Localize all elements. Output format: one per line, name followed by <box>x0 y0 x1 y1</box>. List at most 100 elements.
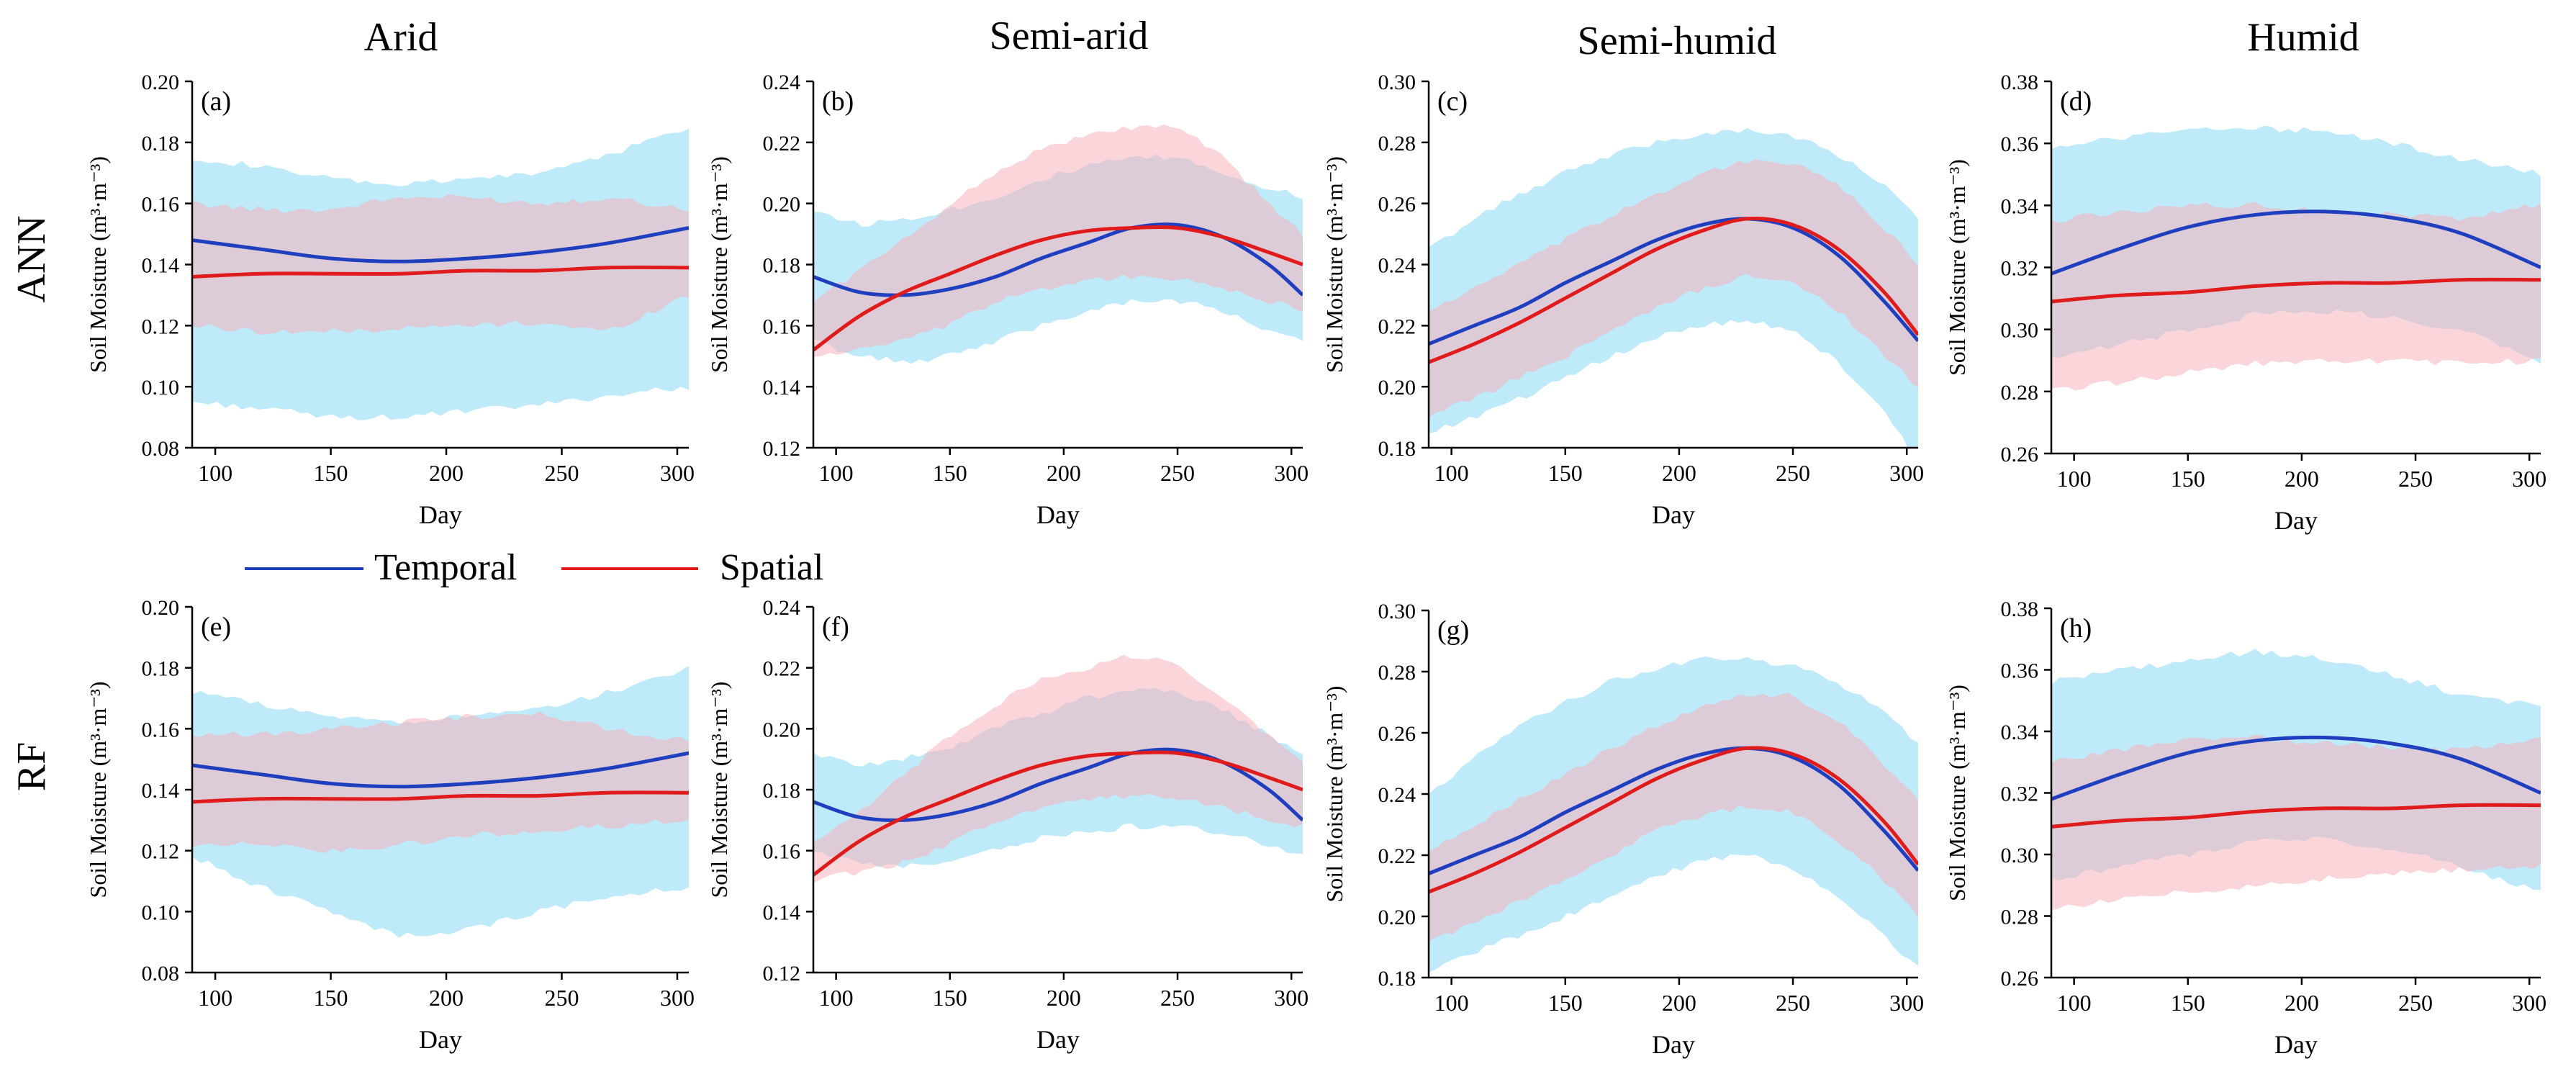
x-axis-label: Day <box>1652 1030 1695 1059</box>
x-tick-label: 250 <box>544 985 579 1011</box>
band-spatial <box>1429 693 1918 942</box>
panel-label: (g) <box>1437 615 1469 646</box>
x-tick-label: 150 <box>2171 990 2205 1016</box>
line-spatial <box>813 750 1303 877</box>
x-tick-label: 250 <box>1160 460 1195 486</box>
band-spatial <box>192 711 689 854</box>
y-tick-label: 0.26 <box>2001 443 2039 466</box>
x-tick-label: 200 <box>429 460 464 486</box>
x-tick-label: 300 <box>1274 985 1309 1011</box>
line-spatial <box>1429 217 1918 364</box>
panel-label: (e) <box>201 612 231 642</box>
y-tick-label: 0.22 <box>763 657 801 681</box>
y-axis-label: Soil Moisture (m³·m⁻³) <box>706 156 732 373</box>
x-tick-label: 200 <box>1047 460 1081 486</box>
x-tick-label: 250 <box>1160 985 1195 1011</box>
x-tick-label: 150 <box>2171 466 2205 492</box>
y-tick-label: 0.16 <box>763 840 801 864</box>
band-spatial <box>2051 202 2541 391</box>
line-temporal <box>2051 735 2541 801</box>
y-axis-label: Soil Moisture (m³·m⁻³) <box>706 682 732 898</box>
panel-label: (a) <box>201 86 231 117</box>
y-tick-label: 0.18 <box>763 779 801 803</box>
y-axis-label: Soil Moisture (m³·m⁻³) <box>1944 685 1970 901</box>
y-tick-label: 0.20 <box>763 193 801 217</box>
y-tick-label: 0.14 <box>142 779 180 803</box>
y-tick-label: 0.18 <box>142 657 180 681</box>
y-tick-label: 0.28 <box>1378 661 1416 685</box>
y-tick-label: 0.24 <box>1378 783 1416 807</box>
x-tick-label: 300 <box>660 460 695 486</box>
y-tick-label: 0.30 <box>1378 71 1416 94</box>
x-axis-label: Day <box>1036 1025 1080 1054</box>
x-tick-label: 250 <box>1776 990 1810 1016</box>
y-tick-label: 0.20 <box>1378 906 1416 929</box>
line-spatial <box>2051 803 2541 829</box>
legend-spatial-label: Spatial <box>720 547 823 588</box>
column-title-arid: Arid <box>364 15 438 60</box>
x-tick-label: 300 <box>2512 990 2546 1016</box>
y-tick-label: 0.30 <box>2001 319 2039 343</box>
y-tick-label: 0.20 <box>763 718 801 741</box>
x-tick-label: 150 <box>933 985 967 1011</box>
y-tick-label: 0.36 <box>2001 659 2039 683</box>
line-temporal <box>192 751 689 789</box>
y-tick-label: 0.38 <box>2001 71 2039 94</box>
line-temporal <box>2051 209 2541 276</box>
line-temporal <box>192 226 689 263</box>
y-tick-label: 0.16 <box>142 718 180 741</box>
y-tick-label: 0.22 <box>763 132 801 155</box>
y-tick-label: 0.10 <box>142 376 180 400</box>
x-axis-label: Day <box>2274 1030 2318 1059</box>
y-tick-label: 0.26 <box>1378 722 1416 746</box>
y-tick-label: 0.16 <box>142 193 180 217</box>
y-tick-label: 0.12 <box>142 840 180 864</box>
y-tick-label: 0.18 <box>1378 437 1416 461</box>
x-tick-label: 100 <box>2057 466 2092 492</box>
x-axis-label: Day <box>419 1025 462 1054</box>
x-tick-label: 150 <box>314 460 348 486</box>
x-tick-label: 250 <box>1776 460 1810 486</box>
x-tick-label: 300 <box>1889 460 1924 486</box>
x-tick-label: 150 <box>933 460 967 486</box>
x-tick-label: 300 <box>1889 990 1924 1016</box>
y-axis-label: Soil Moisture (m³·m⁻³) <box>85 682 111 898</box>
band-spatial <box>2051 734 2541 911</box>
x-tick-label: 200 <box>429 985 464 1011</box>
line-spatial <box>813 225 1303 352</box>
y-tick-label: 0.18 <box>142 132 180 155</box>
y-tick-label: 0.08 <box>142 962 180 985</box>
y-tick-label: 0.36 <box>2001 132 2039 156</box>
panel-label: (c) <box>1437 86 1468 117</box>
y-tick-label: 0.22 <box>1378 315 1416 338</box>
panel-h: 100 150 200 250 300 0.26 0.28 0.30 0.32 0.34 0.36 0… <box>1944 597 2546 1059</box>
y-tick-label: 0.28 <box>2001 381 2039 405</box>
y-tick-label: 0.34 <box>2001 194 2039 218</box>
y-tick-label: 0.20 <box>142 71 180 94</box>
panel-label: (h) <box>2060 613 2092 644</box>
panel-c: 100 150 200 250 300 0.18 0.20 0.22 0.24 0.26 0.28 0… <box>1321 71 1924 529</box>
panel-a: 100 150 200 250 300 0.08 0.10 0.12 0.14 0.16 0.18 0… <box>85 71 695 529</box>
panel-g: 100 150 200 250 300 0.18 0.20 0.22 0.24 0.26 0.28 0… <box>1321 600 1924 1059</box>
x-tick-label: 100 <box>198 985 232 1011</box>
y-axis-label: Soil Moisture (m³·m⁻³) <box>1321 156 1347 373</box>
x-tick-label: 300 <box>1274 460 1309 486</box>
band-spatial <box>813 124 1303 357</box>
y-axis-label: Soil Moisture (m³·m⁻³) <box>85 156 111 373</box>
x-axis-label: Day <box>419 500 462 529</box>
y-tick-label: 0.24 <box>1378 254 1416 278</box>
x-tick-label: 300 <box>2512 466 2546 492</box>
y-tick-label: 0.30 <box>1378 600 1416 623</box>
y-tick-label: 0.20 <box>142 596 180 620</box>
x-axis-label: Day <box>1036 500 1080 529</box>
y-tick-label: 0.12 <box>763 437 801 461</box>
panel-d: 100 150 200 250 300 0.26 0.28 0.30 0.32 0.34 0.36 0… <box>1944 71 2546 535</box>
x-tick-label: 250 <box>2398 466 2433 492</box>
x-tick-label: 100 <box>819 460 854 486</box>
x-tick-label: 250 <box>2398 990 2433 1016</box>
y-tick-label: 0.28 <box>2001 906 2039 929</box>
x-tick-label: 200 <box>2284 466 2319 492</box>
y-tick-label: 0.18 <box>1378 967 1416 991</box>
y-tick-label: 0.12 <box>142 315 180 338</box>
